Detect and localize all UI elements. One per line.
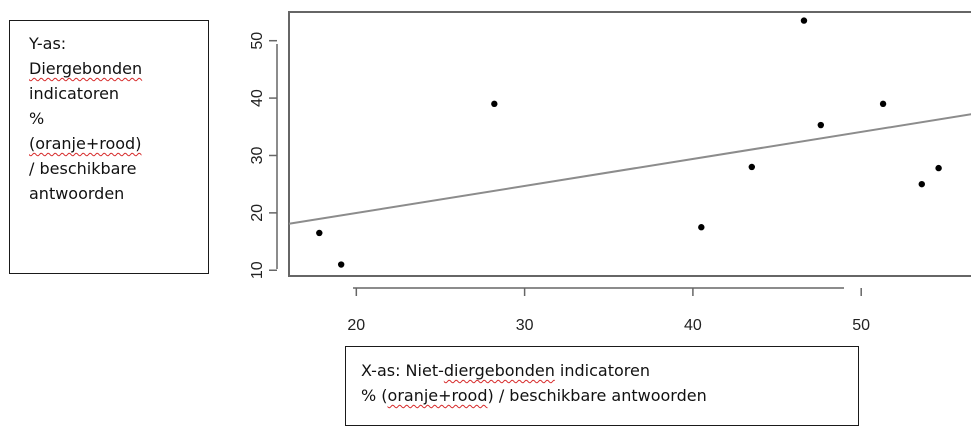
x-note-text-underlined: diergebonden — [443, 361, 555, 380]
plot-frame — [288, 11, 971, 277]
data-point — [918, 180, 925, 188]
y-tick-label: 50 — [249, 32, 266, 50]
x-axis-ticks: 20 30 40 50 — [347, 288, 870, 334]
data-point — [935, 164, 942, 172]
data-point — [879, 100, 887, 108]
y-note-line: (oranje+rood) — [29, 134, 142, 153]
x-tick-label: 50 — [852, 317, 870, 334]
x-note-text: X-as: Niet- — [361, 361, 444, 380]
x-tick-label: 40 — [684, 317, 702, 334]
x-note-line-2: % (oranje+rood) / beschikbare antwoorden — [361, 383, 858, 408]
data-point — [337, 261, 345, 268]
data-point — [491, 100, 498, 108]
trend-line — [288, 113, 971, 225]
data-point — [748, 163, 756, 171]
data-point — [316, 229, 323, 237]
y-tick-label: 30 — [249, 146, 266, 164]
y-axis-ticks: 10 20 30 40 50 — [249, 32, 277, 279]
y-note-line: Y-as: — [29, 34, 67, 53]
x-note-line-1: X-as: Niet-diergebonden indicatoren — [361, 358, 858, 383]
data-point — [698, 224, 705, 231]
y-note-line: % — [29, 109, 45, 128]
data-points — [316, 17, 942, 268]
x-note-text: indicatoren — [554, 361, 650, 380]
data-point — [800, 17, 808, 24]
y-tick-label: 20 — [249, 204, 266, 222]
y-note-line: antwoorden — [29, 184, 125, 203]
y-tick-label: 10 — [249, 261, 266, 279]
x-tick-label: 30 — [516, 317, 534, 334]
y-note-line: / beschikbare — [29, 159, 137, 178]
x-tick-label: 20 — [347, 317, 365, 334]
x-note-text: % ( — [361, 386, 388, 405]
x-note-text-underlined: oranje+rood — [387, 386, 488, 405]
x-note-text: ) / beschikbare antwoorden — [487, 386, 707, 405]
x-axis-note-box: X-as: Niet-diergebonden indicatoren % (o… — [345, 346, 859, 426]
y-axis-note-box: Y-as: Diergebonden indicatoren % (oranje… — [9, 20, 209, 274]
data-point — [817, 121, 825, 129]
y-note-line: indicatoren — [29, 84, 120, 103]
y-tick-label: 40 — [249, 89, 266, 107]
y-note-line: Diergebonden — [29, 59, 143, 78]
